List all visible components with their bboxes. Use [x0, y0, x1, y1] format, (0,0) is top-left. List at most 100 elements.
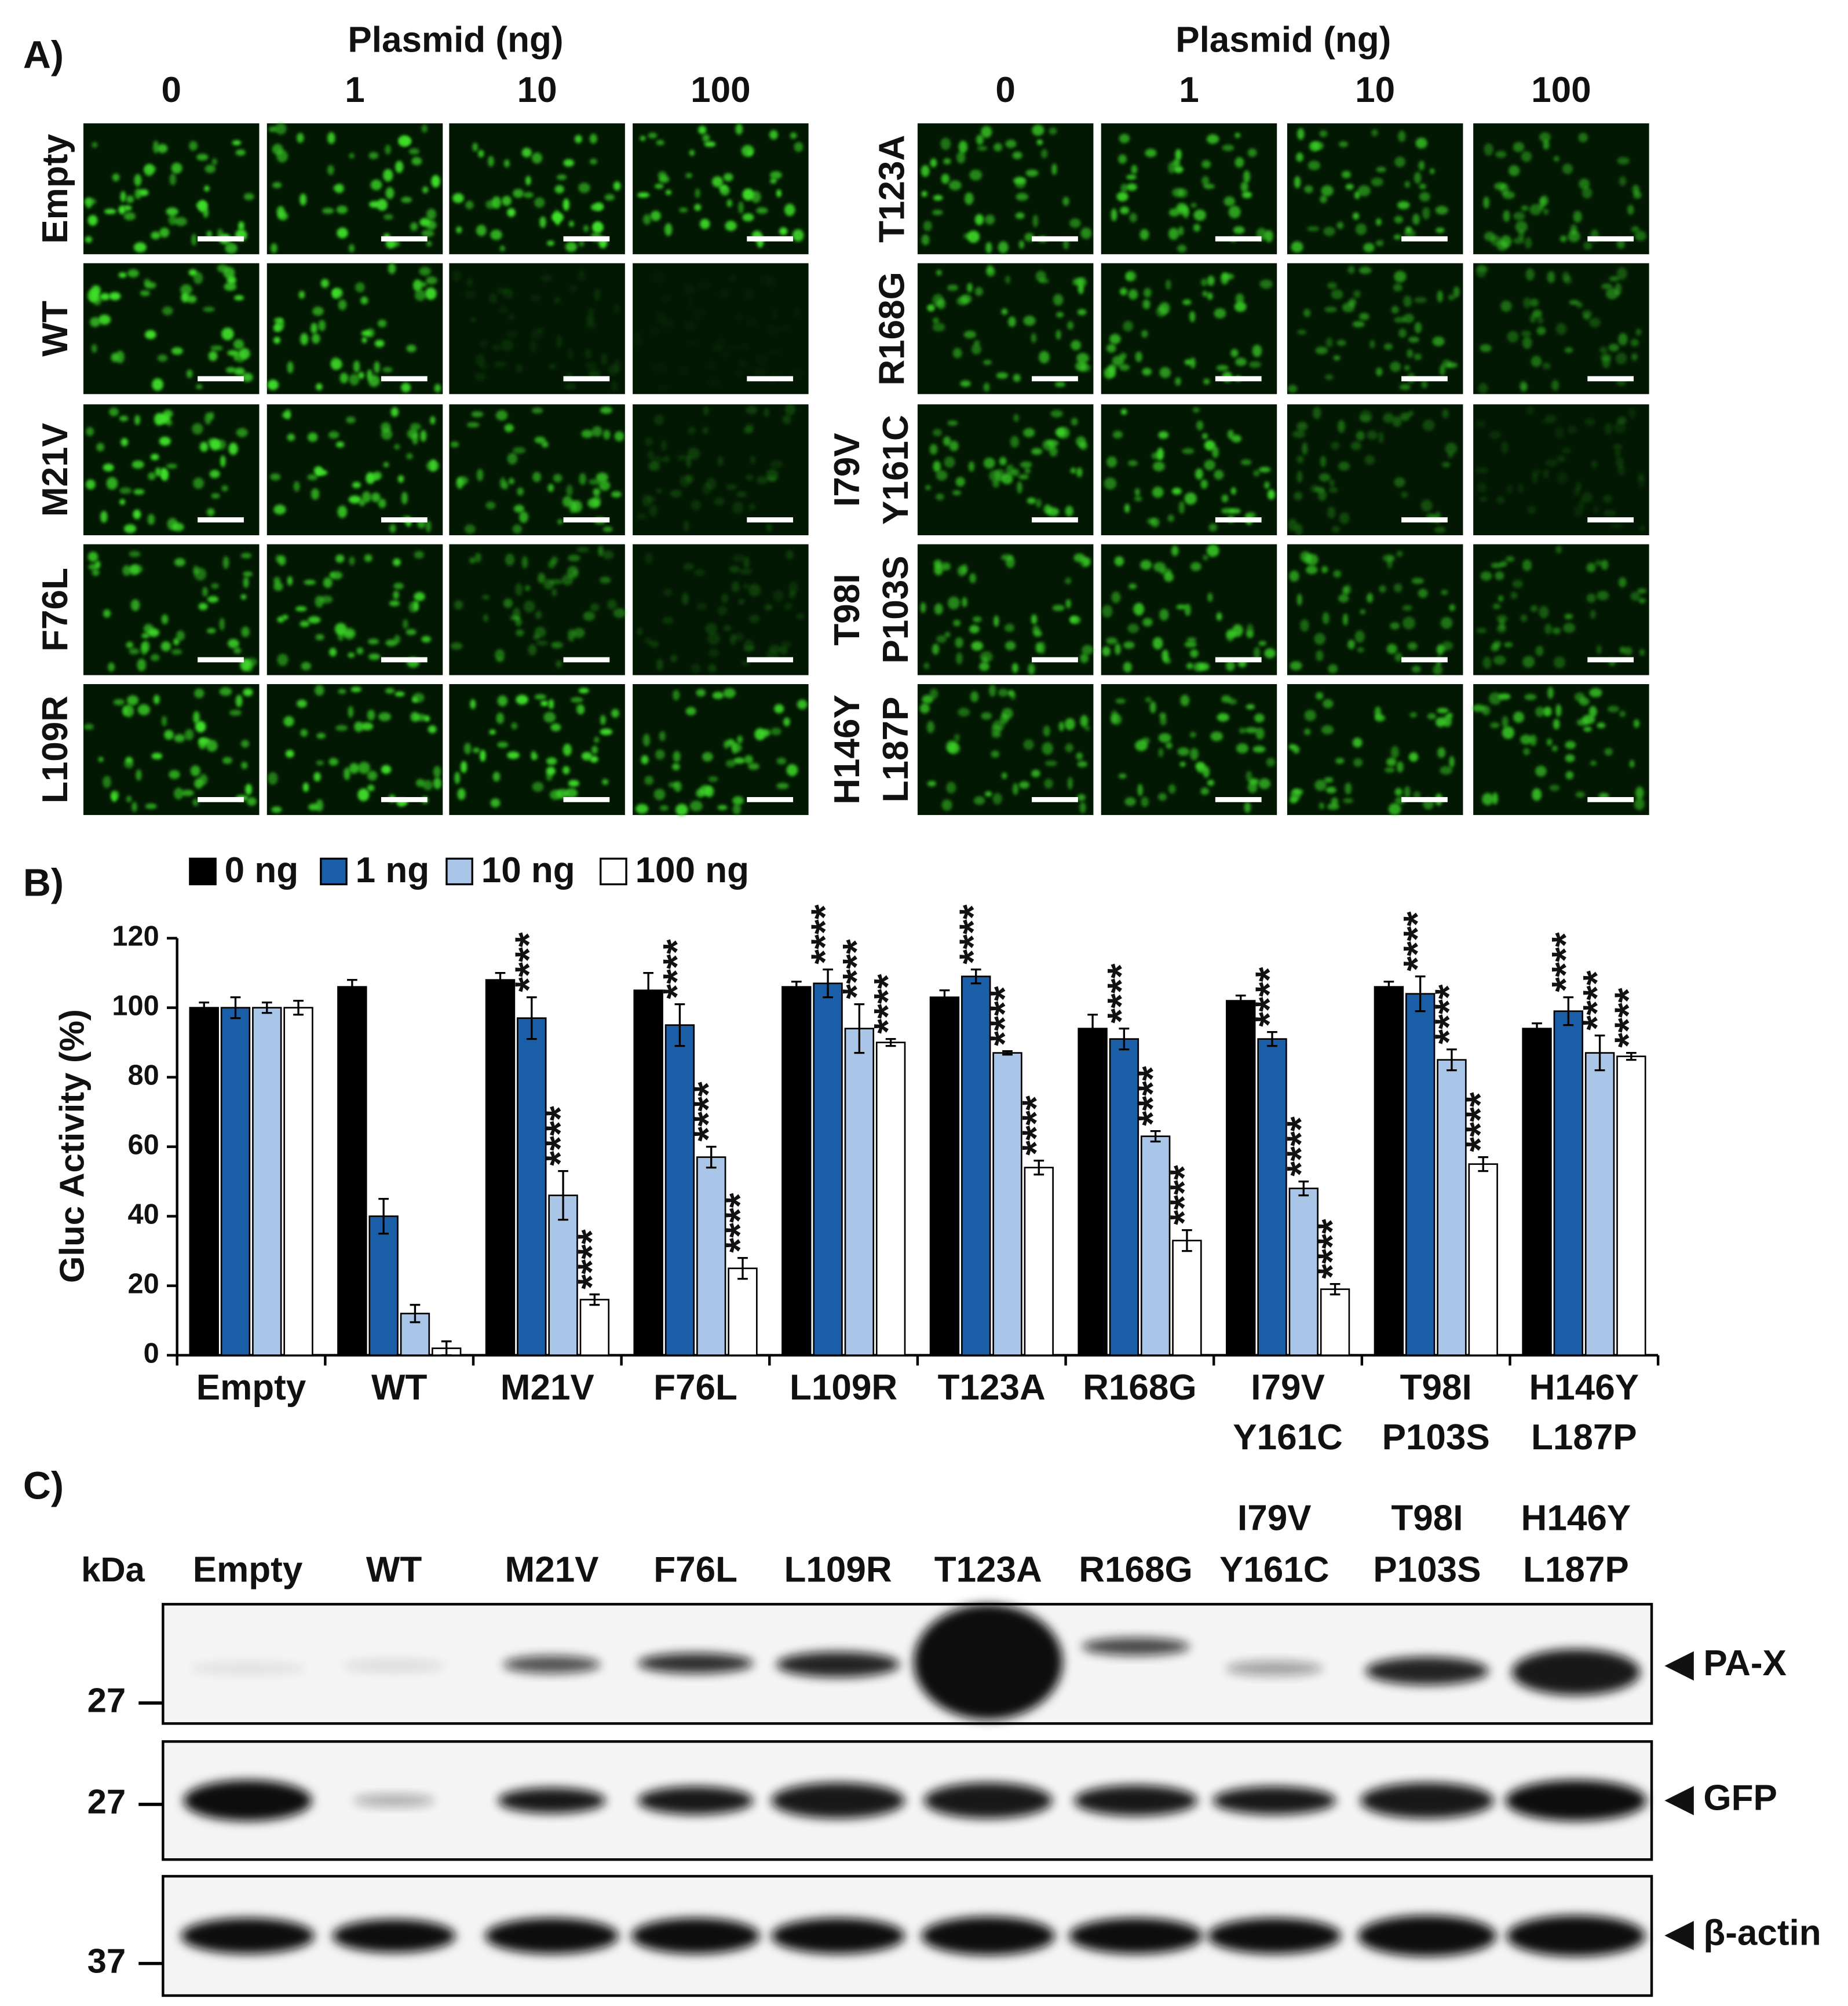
cell — [1369, 339, 1375, 349]
cell — [1151, 452, 1162, 459]
cell — [521, 556, 528, 569]
cell — [1216, 365, 1229, 371]
cell — [613, 304, 620, 313]
cell — [1583, 726, 1592, 732]
bar — [664, 1024, 695, 1356]
cell — [268, 126, 277, 133]
cell — [725, 221, 737, 231]
cell — [1635, 328, 1642, 336]
cell — [1049, 127, 1057, 135]
blot-band — [771, 1917, 905, 1954]
cell — [1043, 504, 1052, 514]
cell — [1472, 704, 1485, 712]
cell — [1529, 735, 1537, 746]
cell — [1043, 725, 1050, 737]
cell — [1526, 405, 1535, 415]
cell — [678, 366, 688, 375]
cell — [1193, 209, 1206, 221]
cell — [656, 488, 662, 494]
cell — [499, 245, 505, 252]
cell — [1375, 218, 1382, 226]
cell — [600, 576, 611, 584]
cell — [1529, 314, 1536, 323]
lane-label: P103S — [1373, 1550, 1481, 1590]
cell — [137, 704, 151, 715]
cell — [1126, 183, 1137, 191]
cell — [378, 498, 386, 509]
error-bar — [791, 980, 802, 993]
cell — [718, 289, 729, 299]
cell — [1445, 442, 1458, 455]
error-bar — [589, 1293, 600, 1306]
cell — [568, 629, 575, 642]
cell — [985, 214, 995, 225]
cell — [569, 285, 577, 292]
blot-band — [332, 1919, 456, 1953]
cell — [1252, 746, 1266, 753]
cell — [1195, 468, 1203, 480]
cell — [644, 637, 652, 645]
cell — [221, 485, 228, 492]
cell — [287, 576, 293, 586]
cell — [1570, 224, 1577, 235]
cell — [1448, 294, 1455, 301]
cell — [1000, 714, 1009, 724]
cell — [546, 757, 557, 765]
cell — [591, 426, 602, 437]
cell — [108, 662, 115, 672]
cell — [1296, 152, 1303, 162]
cell — [1436, 227, 1445, 233]
cell — [1323, 226, 1335, 236]
cell — [1547, 271, 1555, 283]
micrograph-bg — [266, 684, 443, 815]
cell — [492, 344, 501, 351]
error-bar — [674, 1003, 685, 1047]
dose-label: 1 — [1179, 70, 1199, 110]
micrograph-bg — [1287, 263, 1463, 394]
cell — [921, 234, 930, 246]
cell — [92, 569, 100, 576]
cell — [492, 772, 501, 782]
cell — [1376, 367, 1383, 377]
cell — [711, 344, 723, 352]
cell — [1190, 357, 1196, 368]
x-tick-label: T98I — [1400, 1368, 1472, 1408]
significance: **** — [1544, 932, 1587, 992]
cell — [968, 461, 975, 472]
cell — [708, 664, 717, 673]
cell — [377, 199, 388, 211]
cell — [1543, 706, 1552, 717]
cell — [548, 699, 554, 710]
cell — [126, 195, 134, 203]
cell — [726, 739, 735, 747]
cell — [1496, 624, 1507, 633]
cell — [1056, 330, 1061, 340]
cell — [967, 283, 973, 293]
cell — [953, 619, 961, 627]
cell — [1133, 603, 1144, 615]
cell — [1402, 605, 1412, 611]
cell — [103, 776, 111, 788]
cell — [489, 293, 498, 304]
cell — [1145, 148, 1157, 158]
cell — [394, 444, 400, 450]
cell — [1316, 650, 1324, 662]
cell — [737, 735, 743, 744]
bar — [696, 1156, 726, 1356]
micrograph — [449, 684, 625, 815]
cell — [1603, 494, 1612, 503]
cell — [395, 160, 404, 173]
cell — [1404, 365, 1411, 371]
cell — [1080, 715, 1089, 728]
micrograph — [633, 684, 809, 816]
cell — [501, 339, 514, 351]
cell — [277, 653, 288, 666]
cell — [236, 427, 248, 437]
cell — [1207, 292, 1213, 300]
cell — [603, 429, 611, 440]
significance: **** — [1248, 967, 1291, 1027]
cell — [1065, 506, 1073, 517]
cell — [502, 196, 512, 206]
cell — [1513, 711, 1524, 723]
cell — [1414, 321, 1422, 334]
